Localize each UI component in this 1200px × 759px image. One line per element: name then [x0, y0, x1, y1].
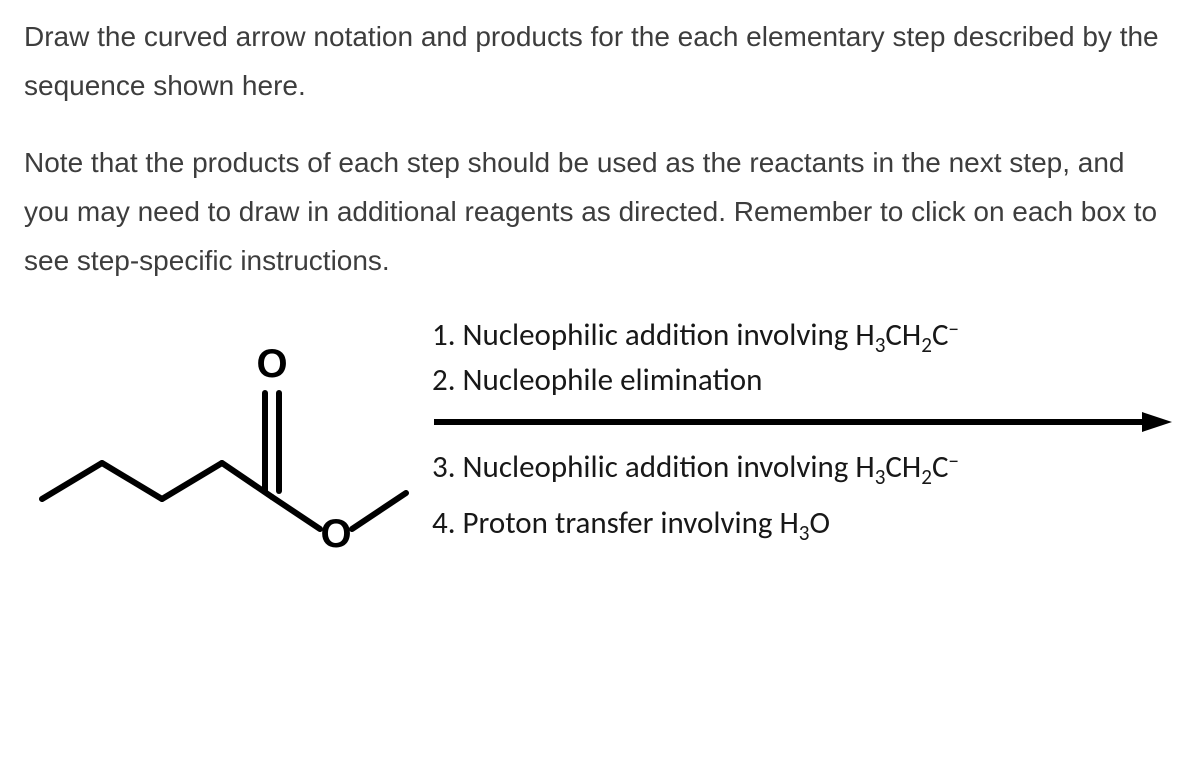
- page-root: Draw the curved arrow notation and produ…: [0, 0, 1200, 549]
- step-3: 3. Nucleophilic addition involving H3CH2…: [432, 445, 1176, 490]
- reaction-arrow: [432, 403, 1176, 445]
- chemical-structure: O O: [24, 313, 432, 549]
- step-4: 4. Proton transfer involving H3O: [432, 490, 1176, 546]
- step-1: 1. Nucleophilic addition involving H3CH2…: [432, 313, 1176, 358]
- content-row: O O 1. Nucleophilic addition involving H…: [24, 313, 1176, 549]
- step-2-text: 2. Nucleophile elimination: [432, 361, 762, 399]
- ether-oxygen-label: O: [320, 512, 351, 549]
- step-1-text: 1. Nucleophilic addition involving H3CH2…: [432, 316, 959, 354]
- instruction-paragraph-2: Note that the products of each step shou…: [24, 138, 1176, 285]
- step-2: 2. Nucleophile elimination: [432, 358, 1176, 403]
- step-4-text: 4. Proton transfer involving H3O: [432, 504, 830, 542]
- step-3-text: 3. Nucleophilic addition involving H3CH2…: [432, 448, 959, 486]
- carbonyl-oxygen-label: O: [256, 342, 287, 386]
- instruction-paragraph-1: Draw the curved arrow notation and produ…: [24, 12, 1176, 110]
- instructions-block: Draw the curved arrow notation and produ…: [24, 12, 1176, 285]
- reaction-steps: 1. Nucleophilic addition involving H3CH2…: [432, 313, 1176, 546]
- ester-structure-svg: O O: [24, 329, 424, 549]
- reaction-arrow-svg: [432, 409, 1172, 435]
